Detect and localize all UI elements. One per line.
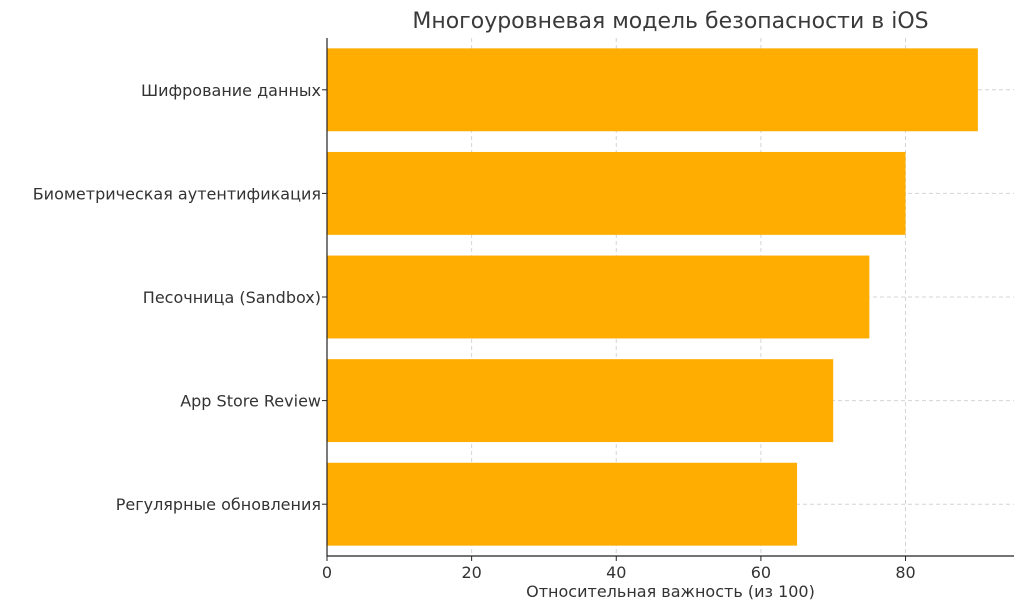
category-label-2: Песочница (Sandbox): [143, 288, 321, 307]
x-tick-label-2: 40: [606, 563, 626, 582]
chart-title: Многоуровневая модель безопасности в iOS: [412, 9, 928, 34]
x-axis-label: Относительная важность (из 100): [526, 582, 815, 601]
bar-2: [327, 255, 870, 339]
bar-0: [327, 48, 978, 132]
x-tick-label-1: 20: [461, 563, 481, 582]
bar-1: [327, 151, 906, 235]
x-tick-label-4: 80: [895, 563, 915, 582]
category-label-0: Шифрование данных: [141, 81, 321, 100]
bars: [327, 48, 978, 546]
axes: [322, 38, 1014, 561]
category-label-4: Регулярные обновления: [116, 495, 321, 514]
category-label-3: App Store Review: [180, 392, 321, 411]
category-label-1: Биометрическая аутентификация: [33, 184, 321, 203]
x-tick-label-0: 0: [322, 563, 332, 582]
bar-4: [327, 462, 798, 546]
labels: Шифрование данных Биометрическая аутентиф…: [33, 81, 916, 582]
x-tick-label-3: 60: [751, 563, 771, 582]
bar-3: [327, 359, 834, 443]
